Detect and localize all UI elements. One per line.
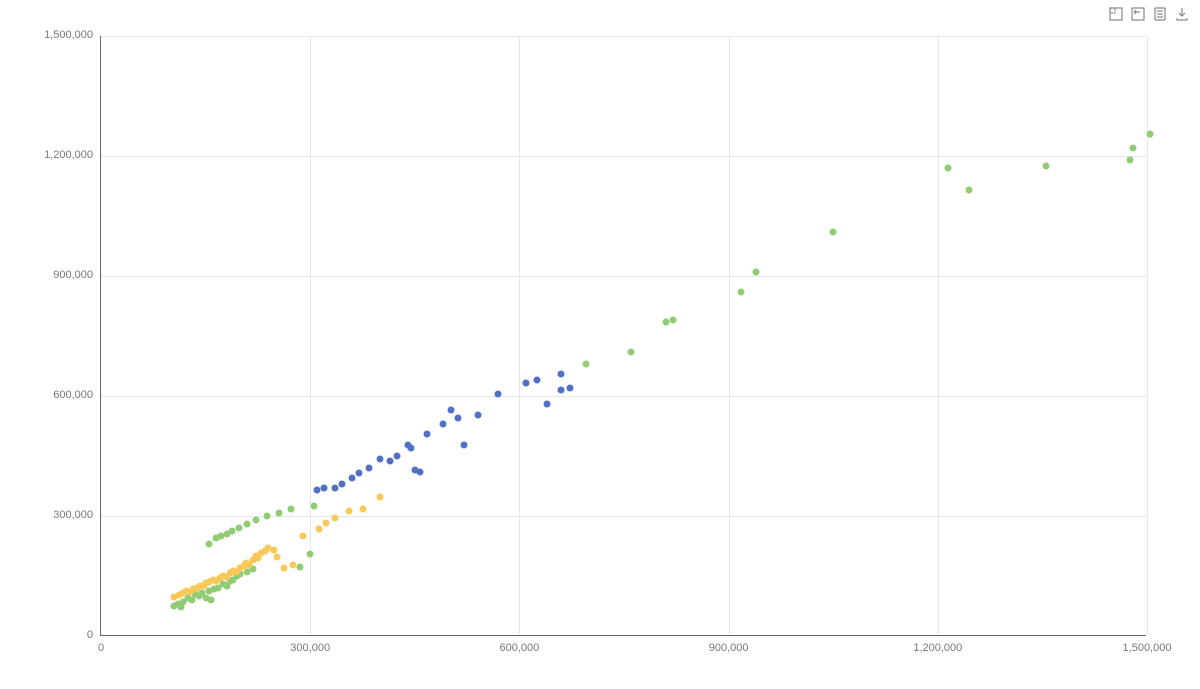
gridline-vertical — [729, 36, 730, 635]
scatter-point — [411, 467, 418, 474]
chart-toolbar — [1108, 6, 1190, 22]
scatter-point — [376, 493, 383, 500]
plot-area: 0300,000600,000900,0001,200,0001,500,000… — [100, 36, 1146, 636]
gridline-horizontal — [101, 36, 1146, 37]
scatter-point — [252, 517, 259, 524]
scatter-point — [448, 407, 455, 414]
scatter-point — [945, 165, 952, 172]
scatter-point — [244, 521, 251, 528]
scatter-point — [627, 349, 634, 356]
scatter-point — [331, 515, 338, 522]
scatter-point — [307, 551, 314, 558]
x-tick-label: 1,200,000 — [913, 642, 962, 654]
gridline-horizontal — [101, 156, 1146, 157]
scatter-point — [263, 513, 270, 520]
zoom-area-icon[interactable] — [1108, 6, 1124, 22]
scatter-point — [558, 371, 565, 378]
scatter-point — [296, 564, 303, 571]
scatter-point — [738, 289, 745, 296]
scatter-point — [455, 415, 462, 422]
scatter-point — [287, 505, 294, 512]
gridline-vertical — [1147, 36, 1148, 635]
gridline-horizontal — [101, 396, 1146, 397]
scatter-point — [321, 485, 328, 492]
scatter-point — [567, 385, 574, 392]
scatter-point — [280, 565, 287, 572]
scatter-point — [408, 445, 415, 452]
gridline-vertical — [310, 36, 311, 635]
scatter-point — [439, 421, 446, 428]
scatter-point — [275, 509, 282, 516]
scatter-point — [273, 553, 280, 560]
gridline-vertical — [519, 36, 520, 635]
scatter-point — [366, 465, 373, 472]
scatter-point — [356, 469, 363, 476]
scatter-point — [310, 503, 317, 510]
scatter-point — [349, 475, 356, 482]
scatter-point — [582, 361, 589, 368]
scatter-point — [669, 317, 676, 324]
zoom-back-icon[interactable] — [1130, 6, 1146, 22]
scatter-point — [359, 505, 366, 512]
x-tick-label: 900,000 — [709, 642, 749, 654]
scatter-point — [208, 597, 215, 604]
scatter-point — [424, 431, 431, 438]
scatter-point — [1130, 145, 1137, 152]
scatter-point — [315, 525, 322, 532]
scatter-point — [966, 187, 973, 194]
scatter-point — [289, 561, 296, 568]
x-tick-label: 0 — [98, 642, 104, 654]
scatter-point — [533, 377, 540, 384]
x-tick-label: 1,500,000 — [1123, 642, 1172, 654]
chart-container: 0 300,000 600,000 900,000 1,200,000 1,500,000… — [40, 36, 1180, 660]
scatter-point — [1147, 131, 1154, 138]
scatter-point — [345, 508, 352, 515]
scatter-point — [376, 456, 383, 463]
scatter-point — [387, 457, 394, 464]
scatter-point — [544, 401, 551, 408]
scatter-point — [495, 391, 502, 398]
gridline-horizontal — [101, 276, 1146, 277]
scatter-point — [662, 319, 669, 326]
scatter-point — [322, 520, 329, 527]
scatter-point — [523, 380, 530, 387]
scatter-point — [460, 441, 467, 448]
scatter-point — [830, 229, 837, 236]
scatter-point — [394, 453, 401, 460]
data-view-icon[interactable] — [1152, 6, 1168, 22]
scatter-point — [338, 481, 345, 488]
scatter-point — [1126, 157, 1133, 164]
scatter-point — [300, 533, 307, 540]
download-icon[interactable] — [1174, 6, 1190, 22]
scatter-point — [753, 269, 760, 276]
scatter-point — [331, 485, 338, 492]
scatter-point — [188, 597, 195, 604]
x-tick-label: 600,000 — [500, 642, 540, 654]
x-tick-label: 300,000 — [290, 642, 330, 654]
scatter-point — [558, 387, 565, 394]
scatter-point — [474, 412, 481, 419]
scatter-point — [1042, 163, 1049, 170]
scatter-point — [236, 525, 243, 532]
scatter-point — [314, 487, 321, 494]
scatter-point — [229, 528, 236, 535]
gridline-vertical — [938, 36, 939, 635]
scatter-point — [206, 541, 213, 548]
